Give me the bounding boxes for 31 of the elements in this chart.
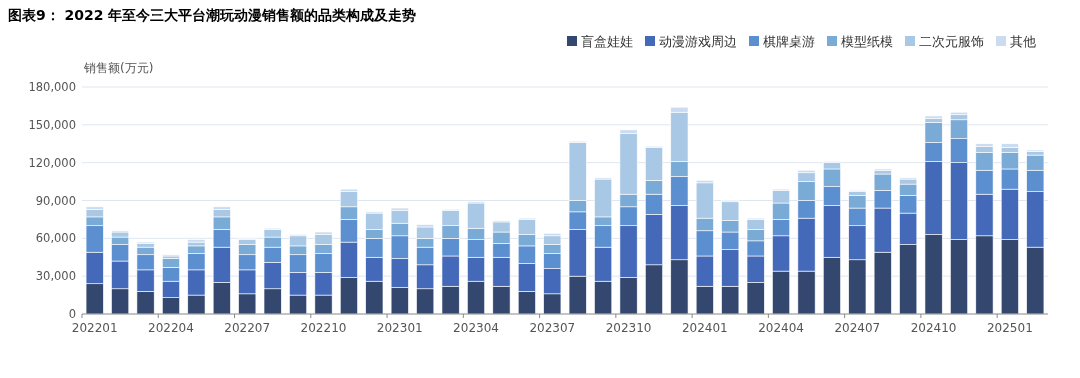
x-tick-label: 202401: [681, 321, 728, 335]
legend-label: 二次元服饰: [919, 34, 984, 49]
y-tick-label: 180,000: [28, 80, 76, 94]
x-tick-label: 202404: [758, 321, 804, 335]
x-tick-label: 202304: [453, 321, 499, 335]
legend-label: 动漫游戏周边: [659, 34, 737, 49]
legend-label: 棋牌桌游: [763, 34, 815, 49]
chart-title: 图表9： 2022 年至今三大平台潮玩动漫销售额的品类构成及走势: [8, 7, 417, 23]
y-tick-label: 60,000: [35, 231, 76, 246]
legend-label: 盲盒娃娃: [581, 34, 633, 49]
x-tick-label: 202210: [300, 321, 347, 335]
y-tick-label: 90,000: [35, 193, 76, 208]
x-tick-label: 202201: [71, 321, 118, 335]
y-tick-label: 120,000: [28, 155, 76, 170]
legend-label: 其他: [1010, 34, 1036, 49]
legend-label: 模型纸模: [841, 34, 893, 49]
y-tick-label: 150,000: [28, 117, 76, 132]
x-tick-label: 202310: [605, 321, 652, 335]
y-tick-label: 30,000: [35, 269, 76, 284]
x-tick-label: 202407: [834, 321, 881, 335]
x-tick-label: 202207: [224, 321, 271, 335]
x-tick-label: 202301: [376, 321, 423, 335]
bar: [950, 111, 968, 116]
bar: [924, 115, 943, 119]
y-axis-title: 销售额(万元): [83, 61, 154, 75]
x-tick-label: 202204: [148, 321, 194, 335]
x-tick-label: 202410: [910, 321, 957, 335]
x-tick-label: 202501: [986, 321, 1033, 335]
y-tick-label: 0: [68, 307, 76, 321]
x-tick-label: 202307: [529, 321, 576, 335]
bar: [187, 239, 206, 243]
